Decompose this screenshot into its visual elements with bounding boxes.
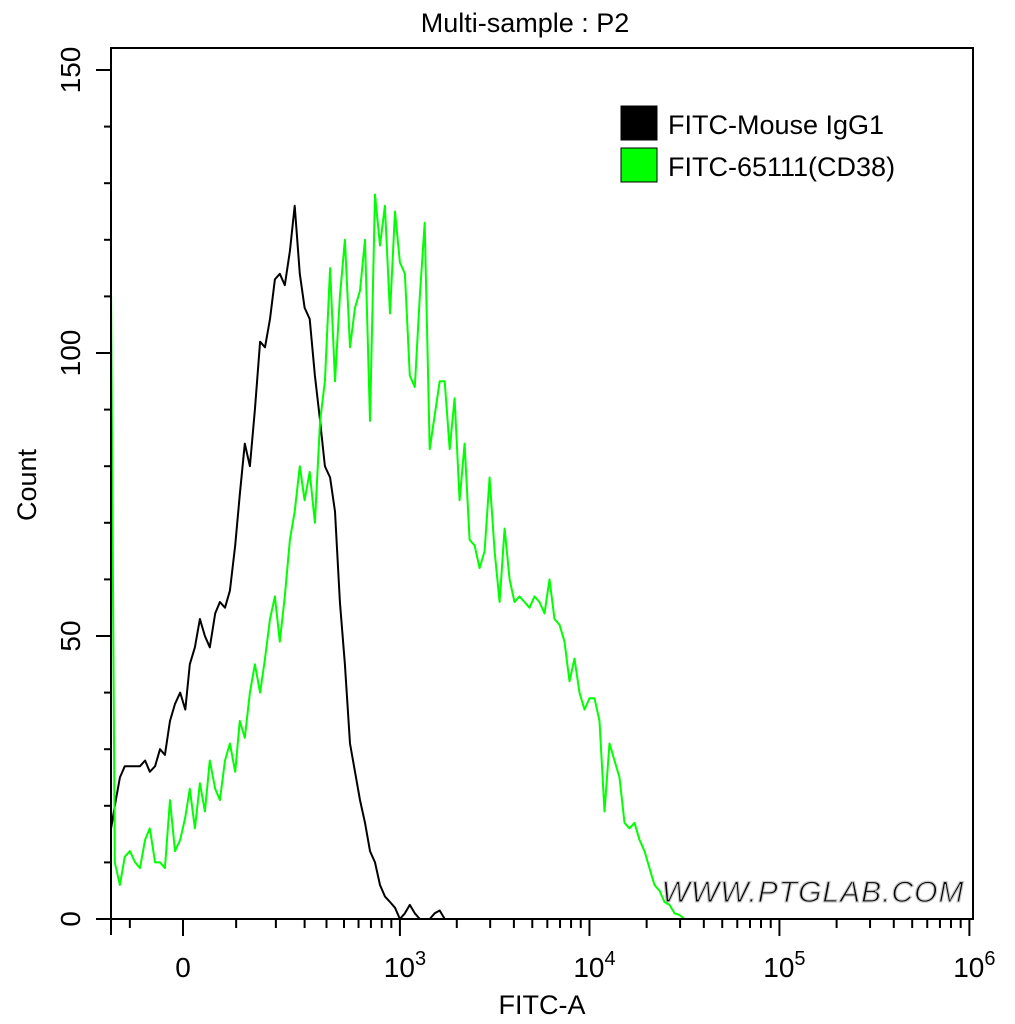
x-tick-label: 105 bbox=[763, 948, 805, 983]
x-tick-label: 106 bbox=[953, 948, 995, 983]
x-tick-label: 104 bbox=[573, 948, 615, 983]
y-axis: 0 50 100 150 bbox=[55, 47, 111, 927]
y-tick-label: 150 bbox=[55, 47, 86, 94]
y-tick-label: 50 bbox=[55, 620, 86, 651]
y-tick-label: 100 bbox=[55, 330, 86, 377]
legend-swatch-igg1 bbox=[620, 105, 658, 141]
series-line-0 bbox=[110, 204, 695, 920]
legend-label-igg1: FITC-Mouse IgG1 bbox=[668, 110, 884, 140]
chart-title: Multi-sample : P2 bbox=[421, 8, 630, 38]
x-axis: 0 103 104 105 106 bbox=[106, 918, 996, 983]
legend: FITC-Mouse IgG1 FITC-65111(CD38) bbox=[620, 105, 895, 183]
watermark-text: WWW.PTGLAB.COM bbox=[662, 876, 965, 909]
y-axis-label: Count bbox=[12, 448, 42, 521]
watermark: WWW.PTGLAB.COM bbox=[661, 875, 965, 909]
series-line-1 bbox=[110, 193, 700, 920]
legend-swatch-cd38 bbox=[620, 147, 658, 183]
x-axis-label: FITC-A bbox=[499, 990, 586, 1020]
series-layer bbox=[110, 193, 700, 920]
x-tick-label: 103 bbox=[384, 948, 426, 983]
x-tick-label: 0 bbox=[175, 952, 191, 983]
legend-label-cd38: FITC-65111(CD38) bbox=[668, 152, 895, 182]
y-tick-label: 0 bbox=[55, 911, 86, 927]
